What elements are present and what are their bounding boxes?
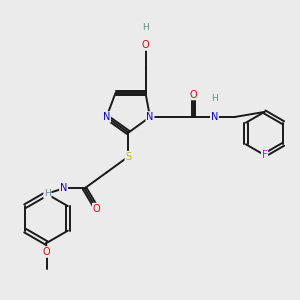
Text: H: H: [142, 22, 149, 32]
Text: F: F: [262, 150, 267, 160]
Text: N: N: [211, 112, 218, 122]
Text: H: H: [44, 189, 51, 198]
Text: O: O: [93, 203, 101, 214]
Text: N: N: [146, 112, 154, 122]
Text: H: H: [211, 94, 218, 103]
Text: N: N: [60, 183, 67, 194]
Text: N: N: [103, 112, 110, 122]
Text: O: O: [190, 89, 197, 100]
Text: O: O: [142, 40, 149, 50]
Text: S: S: [125, 152, 131, 162]
Text: O: O: [43, 247, 50, 257]
